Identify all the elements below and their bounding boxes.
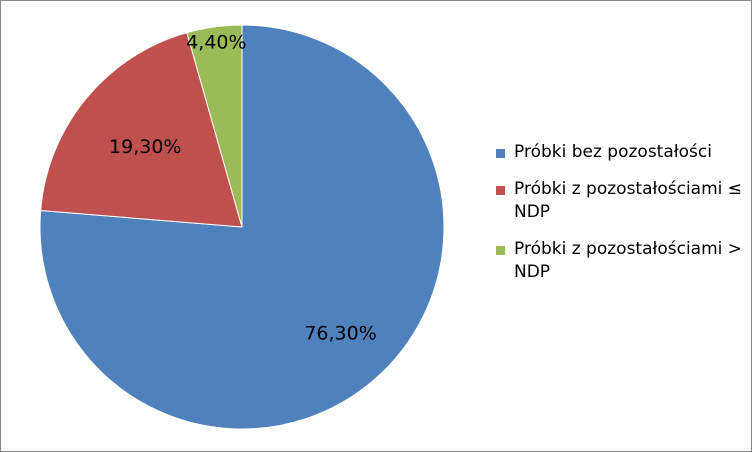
pie-slices (39, 24, 445, 430)
legend-item-no-residues: Próbki bez pozostałości (496, 141, 746, 164)
data-label-residues-below-mrl: 19,30% (109, 136, 181, 158)
legend-swatch-residues-above-mrl (496, 246, 505, 255)
pie-slice-residues-above-mrl (186, 24, 243, 228)
legend-label-no-residues: Próbki bez pozostałości (514, 142, 712, 162)
legend-item-residues-above-mrl: Próbki z pozostałościami > NDP (496, 238, 746, 284)
legend-swatch-no-residues (496, 149, 505, 158)
pie-labels: 76,30% 19,30% 4,40% (109, 31, 377, 344)
legend-label-residues-below-mrl: Próbki z pozostałościami ≤ NDP (514, 179, 743, 222)
data-label-residues-above-mrl: 4,40% (186, 31, 246, 53)
pie-slice-residues-below-mrl (40, 32, 243, 228)
legend-item-residues-below-mrl: Próbki z pozostałościami ≤ NDP (496, 178, 746, 224)
legend-label-residues-above-mrl: Próbki z pozostałościami > NDP (514, 239, 743, 282)
legend: Próbki bez pozostałości Próbki z pozosta… (496, 141, 746, 284)
legend-swatch-residues-below-mrl (496, 186, 505, 195)
data-label-no-residues: 76,30% (304, 322, 376, 344)
